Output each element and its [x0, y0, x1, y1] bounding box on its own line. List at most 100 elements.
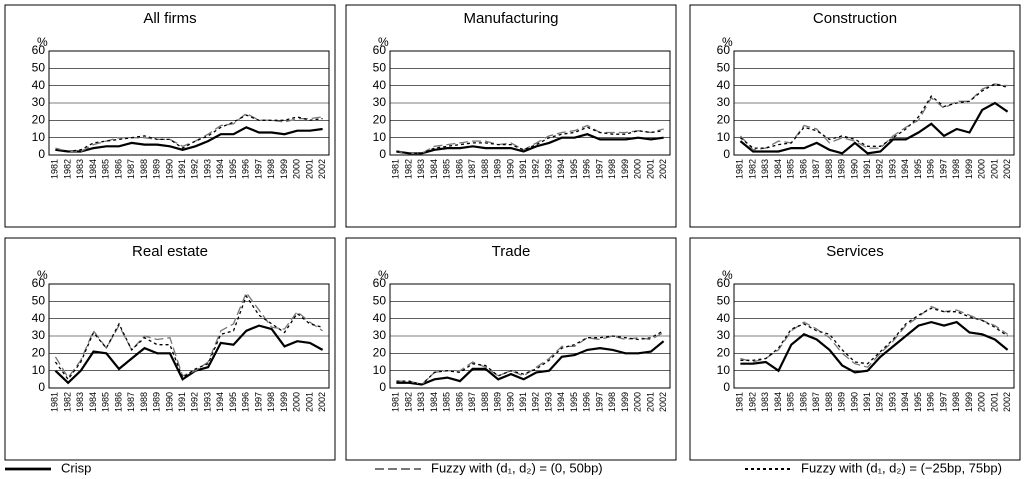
y-tick-label: 60 — [373, 43, 387, 57]
panel-frame — [689, 4, 1021, 228]
x-tick-label: 1983 — [760, 159, 770, 179]
x-tick-label: 1999 — [620, 392, 630, 412]
x-tick-label: 1981 — [50, 159, 60, 179]
x-tick-label: 1998 — [266, 159, 276, 179]
x-tick-label: 1988 — [824, 159, 834, 179]
x-tick-label: 1996 — [582, 159, 592, 179]
y-unit-label: % — [722, 35, 733, 49]
x-tick-label: 1990 — [849, 392, 859, 412]
x-tick-label: 1995 — [569, 392, 579, 412]
y-tick-label: 30 — [717, 328, 731, 342]
x-tick-label: 2001 — [989, 159, 999, 179]
series-line — [55, 114, 323, 153]
x-tick-label: 1998 — [951, 159, 961, 179]
x-tick-label: 1997 — [938, 392, 948, 412]
x-tick-label: 1992 — [531, 392, 541, 412]
x-tick-label: 1991 — [518, 392, 528, 412]
x-tick-label: 1996 — [926, 392, 936, 412]
y-tick-label: 0 — [38, 147, 45, 161]
x-tick-label: 1993 — [202, 159, 212, 179]
x-tick-label: 1985 — [101, 159, 111, 179]
x-tick-label: 1990 — [849, 159, 859, 179]
x-tick-label: 1988 — [139, 159, 149, 179]
x-tick-label: 1988 — [480, 392, 490, 412]
y-tick-label: 30 — [717, 95, 731, 109]
y-tick-label: 40 — [373, 78, 387, 92]
x-tick-label: 1997 — [253, 159, 263, 179]
series-line — [54, 324, 324, 385]
x-tick-label: 1987 — [126, 392, 136, 412]
x-tick-label: 1989 — [837, 159, 847, 179]
y-tick-label: 60 — [717, 276, 731, 290]
y-tick-label: 10 — [32, 363, 46, 377]
y-tick-label: 0 — [723, 147, 730, 161]
y-tick-label: 10 — [373, 130, 387, 144]
y-tick-label: 20 — [32, 113, 46, 127]
series-line — [739, 101, 1009, 155]
y-tick-label: 30 — [32, 328, 46, 342]
x-tick-label: 1983 — [416, 392, 426, 412]
x-tick-label: 2002 — [1002, 392, 1012, 412]
x-tick-label: 1993 — [543, 159, 553, 179]
x-tick-label: 1987 — [467, 392, 477, 412]
series-line — [396, 126, 664, 154]
y-tick-label: 10 — [717, 130, 731, 144]
x-tick-label: 1983 — [416, 159, 426, 179]
series-line — [739, 83, 1008, 149]
x-tick-label: 2002 — [658, 159, 668, 179]
series-line — [396, 133, 664, 155]
y-tick-label: 0 — [379, 147, 386, 161]
y-tick-label: 40 — [717, 311, 731, 325]
x-tick-label: 1984 — [88, 392, 98, 412]
y-tick-label: 60 — [717, 43, 731, 57]
x-tick-label: 1991 — [177, 159, 187, 179]
x-tick-label: 1997 — [594, 159, 604, 179]
x-tick-label: 1986 — [113, 159, 123, 179]
x-tick-label: 1995 — [569, 159, 579, 179]
x-tick-label: 2002 — [317, 159, 327, 179]
y-unit-label: % — [37, 268, 48, 282]
x-tick-label: 1993 — [202, 392, 212, 412]
x-tick-label: 1998 — [607, 159, 617, 179]
x-tick-label: 1995 — [228, 392, 238, 412]
y-tick-label: 50 — [32, 294, 46, 308]
x-tick-label: 2000 — [633, 392, 643, 412]
x-tick-label: 1996 — [241, 392, 251, 412]
series-line — [55, 126, 323, 153]
x-tick-label: 1994 — [556, 392, 566, 412]
panel-frame — [4, 237, 336, 461]
plot-frame — [48, 283, 330, 389]
y-tick-label: 0 — [723, 380, 730, 394]
y-tick-label: 30 — [373, 95, 387, 109]
x-tick-label: 1993 — [887, 159, 897, 179]
x-tick-label: 1994 — [215, 159, 225, 179]
x-tick-label: 1998 — [951, 392, 961, 412]
x-tick-label: 1994 — [900, 159, 910, 179]
x-tick-label: 1990 — [164, 159, 174, 179]
x-tick-label: 1997 — [938, 159, 948, 179]
y-unit-label: % — [37, 35, 48, 49]
panel-frame — [4, 4, 336, 228]
x-tick-label: 2002 — [317, 392, 327, 412]
x-tick-label: 1999 — [964, 392, 974, 412]
x-tick-label: 1990 — [505, 159, 515, 179]
panel-title: Manufacturing — [463, 10, 558, 27]
x-tick-label: 1997 — [253, 392, 263, 412]
x-tick-label: 2002 — [658, 392, 668, 412]
y-tick-label: 60 — [373, 276, 387, 290]
y-tick-label: 30 — [32, 95, 46, 109]
series-line — [55, 112, 323, 153]
plot-frame — [48, 50, 330, 156]
x-tick-label: 1995 — [913, 159, 923, 179]
panel-frame — [345, 4, 677, 228]
x-tick-label: 1996 — [241, 159, 251, 179]
y-tick-label: 40 — [373, 311, 387, 325]
x-tick-label: 1994 — [215, 392, 225, 412]
y-tick-label: 20 — [717, 346, 731, 360]
x-tick-label: 1984 — [429, 159, 439, 179]
x-tick-label: 2002 — [1002, 159, 1012, 179]
x-tick-label: 1992 — [190, 159, 200, 179]
y-tick-label: 60 — [32, 276, 46, 290]
x-tick-label: 1984 — [88, 159, 98, 179]
x-tick-label: 2001 — [304, 159, 314, 179]
